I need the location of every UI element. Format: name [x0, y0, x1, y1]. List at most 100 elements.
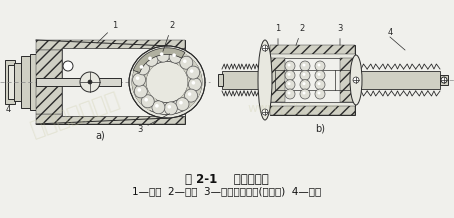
Circle shape — [287, 73, 291, 76]
Circle shape — [88, 80, 92, 84]
Circle shape — [157, 49, 170, 62]
Polygon shape — [133, 48, 185, 73]
Text: 1—螺母  2—滚珠  3—回程引导装置(反向器)  4—丝杠: 1—螺母 2—滚珠 3—回程引导装置(反向器) 4—丝杠 — [133, 186, 321, 196]
Circle shape — [317, 92, 321, 94]
Circle shape — [287, 92, 291, 94]
Circle shape — [187, 66, 200, 79]
Bar — [62, 48, 185, 116]
Circle shape — [145, 53, 158, 66]
Circle shape — [192, 81, 195, 85]
Text: 2: 2 — [163, 21, 175, 51]
Circle shape — [302, 92, 306, 94]
Bar — [21, 56, 31, 108]
Text: 3: 3 — [137, 114, 169, 134]
Circle shape — [300, 61, 310, 71]
Text: www.步进电机.com: www.步进电机.com — [248, 102, 342, 114]
Polygon shape — [132, 53, 157, 111]
Circle shape — [285, 89, 295, 99]
Circle shape — [300, 70, 310, 80]
Circle shape — [169, 50, 182, 63]
Circle shape — [353, 77, 359, 83]
Circle shape — [317, 82, 321, 85]
Circle shape — [136, 76, 139, 80]
Circle shape — [317, 73, 321, 76]
Text: 2: 2 — [296, 24, 305, 45]
Circle shape — [285, 70, 295, 80]
Bar — [270, 45, 355, 115]
Text: 4: 4 — [5, 105, 10, 114]
Circle shape — [80, 72, 100, 92]
Circle shape — [441, 77, 447, 83]
Bar — [440, 75, 448, 85]
Circle shape — [185, 89, 197, 102]
Bar — [14, 63, 22, 101]
Circle shape — [134, 85, 147, 98]
Circle shape — [300, 80, 310, 90]
Bar — [36, 114, 185, 124]
Circle shape — [140, 65, 143, 69]
Circle shape — [160, 52, 163, 56]
Text: 中国步进电机网: 中国步进电机网 — [28, 90, 123, 140]
Text: 图 2-1    滚珠丝杠副: 图 2-1 滚珠丝杠副 — [185, 173, 269, 186]
Text: a): a) — [95, 130, 105, 140]
Circle shape — [315, 61, 325, 71]
Bar — [218, 74, 223, 86]
Circle shape — [137, 62, 149, 75]
Circle shape — [155, 104, 159, 108]
Circle shape — [180, 56, 193, 69]
Circle shape — [133, 73, 146, 86]
Circle shape — [179, 101, 183, 104]
Polygon shape — [178, 53, 202, 111]
Bar — [8, 65, 16, 99]
Circle shape — [148, 56, 152, 60]
Bar — [222, 71, 266, 89]
Text: 3: 3 — [337, 24, 343, 45]
Bar — [30, 54, 38, 110]
Bar — [270, 45, 355, 54]
Circle shape — [315, 70, 325, 80]
Bar — [5, 60, 15, 104]
Bar — [270, 58, 355, 102]
Text: 1: 1 — [276, 24, 281, 45]
Bar — [340, 58, 355, 102]
Circle shape — [317, 63, 321, 66]
Circle shape — [152, 101, 165, 114]
Circle shape — [138, 88, 141, 92]
Circle shape — [141, 95, 154, 108]
Circle shape — [315, 89, 325, 99]
Bar — [36, 50, 62, 114]
Circle shape — [168, 105, 171, 109]
Circle shape — [164, 102, 178, 115]
Circle shape — [300, 89, 310, 99]
Circle shape — [183, 60, 187, 63]
Bar — [36, 40, 185, 50]
Circle shape — [285, 80, 295, 90]
Ellipse shape — [350, 55, 362, 105]
Circle shape — [190, 69, 193, 73]
Circle shape — [188, 78, 202, 91]
Circle shape — [262, 109, 268, 115]
Circle shape — [302, 73, 306, 76]
Ellipse shape — [258, 40, 272, 120]
Circle shape — [287, 63, 291, 66]
Bar — [270, 58, 285, 102]
Circle shape — [176, 98, 189, 111]
Circle shape — [287, 82, 291, 85]
Circle shape — [188, 92, 192, 96]
Circle shape — [172, 53, 176, 57]
Circle shape — [285, 61, 295, 71]
Bar — [36, 40, 185, 124]
Circle shape — [315, 80, 325, 90]
Text: b): b) — [315, 123, 325, 133]
Bar — [36, 78, 121, 86]
Circle shape — [63, 61, 73, 71]
Circle shape — [144, 98, 148, 102]
Bar — [270, 106, 355, 115]
Text: 4: 4 — [387, 28, 393, 37]
Text: 1: 1 — [97, 21, 118, 43]
Circle shape — [302, 82, 306, 85]
Circle shape — [302, 63, 306, 66]
Bar — [355, 71, 440, 89]
Ellipse shape — [129, 46, 205, 118]
Circle shape — [262, 45, 268, 51]
